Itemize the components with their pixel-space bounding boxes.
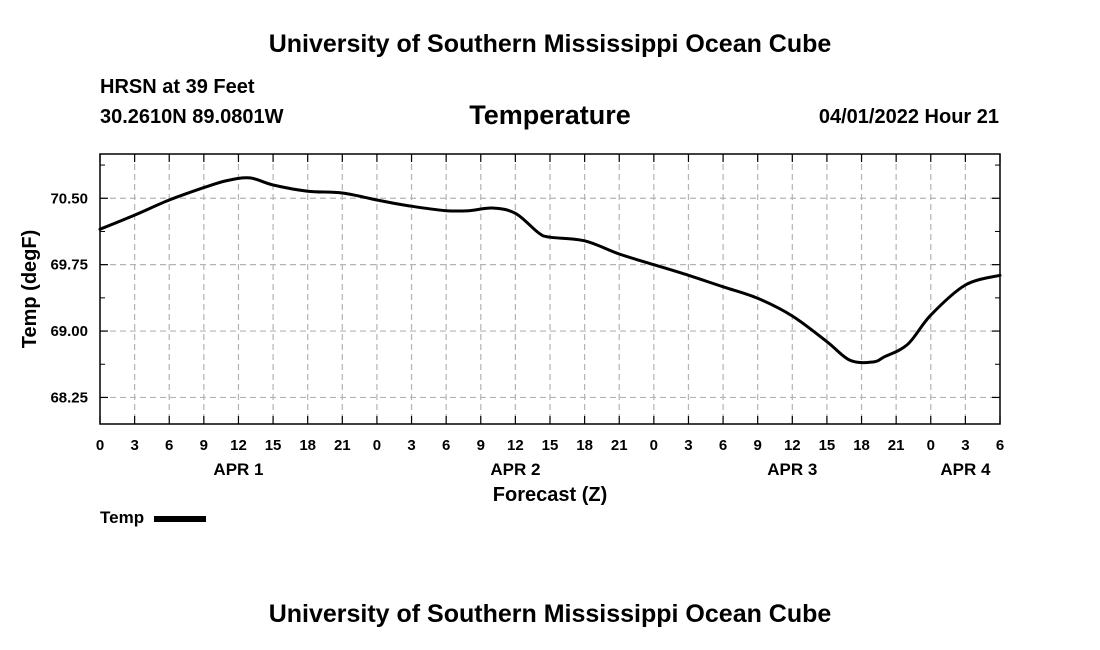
main-title: University of Southern Mississippi Ocean… xyxy=(268,30,832,58)
x-tick-label: 12 xyxy=(507,437,524,454)
y-tick-label: 70.50 xyxy=(50,190,88,207)
x-tick-label: 0 xyxy=(650,437,658,454)
y-axis-title: Temp (degF) xyxy=(19,230,41,349)
chart-title: Temperature xyxy=(469,100,631,130)
x-tick-label: 6 xyxy=(719,437,727,454)
x-tick-label: 6 xyxy=(996,437,1004,454)
x-tick-label: 21 xyxy=(334,437,351,454)
coordinates-label: 30.2610N 89.0801W xyxy=(100,106,284,128)
temp-series-line xyxy=(98,176,1002,365)
axis-labels: 0 3 6 9 12 15 18 21 0 3 6 9 12 15 18 21 0 3 6 9 12 15 18 21 0 3 6 6… xyxy=(50,190,1004,479)
datetime-label: 04/01/2022 Hour 21 xyxy=(818,106,999,128)
x-axis-title: Forecast (Z) xyxy=(493,484,607,506)
x-tick-label: 18 xyxy=(576,437,593,454)
axis-ticks xyxy=(99,154,1001,424)
plot-frame xyxy=(99,153,1001,425)
legend: Temp xyxy=(100,508,207,528)
x-tick-label: 0 xyxy=(96,437,104,454)
x-tick-label: 18 xyxy=(299,437,316,454)
x-tick-label: 3 xyxy=(961,437,969,454)
y-tick-label: 69.00 xyxy=(50,323,88,340)
grid-lines xyxy=(100,154,1000,424)
x-tick-label: 15 xyxy=(265,437,282,454)
x-tick-label: 6 xyxy=(165,437,173,454)
x-tick-label: 3 xyxy=(684,437,692,454)
day-label: APR 2 xyxy=(490,460,540,479)
x-tick-label: 12 xyxy=(230,437,247,454)
y-tick-label: 68.25 xyxy=(50,389,88,406)
day-label: APR 3 xyxy=(767,460,817,479)
x-tick-label: 0 xyxy=(373,437,381,454)
x-tick-label: 0 xyxy=(927,437,935,454)
x-tick-label: 21 xyxy=(611,437,628,454)
x-tick-label: 9 xyxy=(754,437,762,454)
x-tick-label: 15 xyxy=(819,437,836,454)
day-label: APR 1 xyxy=(213,460,263,479)
x-tick-label: 15 xyxy=(542,437,559,454)
x-tick-label: 21 xyxy=(888,437,905,454)
legend-swatch xyxy=(154,516,207,522)
day-label: APR 4 xyxy=(940,460,991,479)
legend-label: Temp xyxy=(100,508,145,527)
x-tick-label: 9 xyxy=(200,437,208,454)
x-tick-label: 3 xyxy=(130,437,138,454)
x-tick-label: 3 xyxy=(407,437,415,454)
footer-title: University of Southern Mississippi Ocean… xyxy=(268,600,832,628)
x-tick-label: 6 xyxy=(442,437,450,454)
station-label: HRSN at 39 Feet xyxy=(100,76,255,98)
x-tick-label: 18 xyxy=(853,437,870,454)
y-tick-label: 69.75 xyxy=(50,257,88,274)
x-tick-label: 12 xyxy=(784,437,801,454)
x-tick-label: 9 xyxy=(477,437,485,454)
